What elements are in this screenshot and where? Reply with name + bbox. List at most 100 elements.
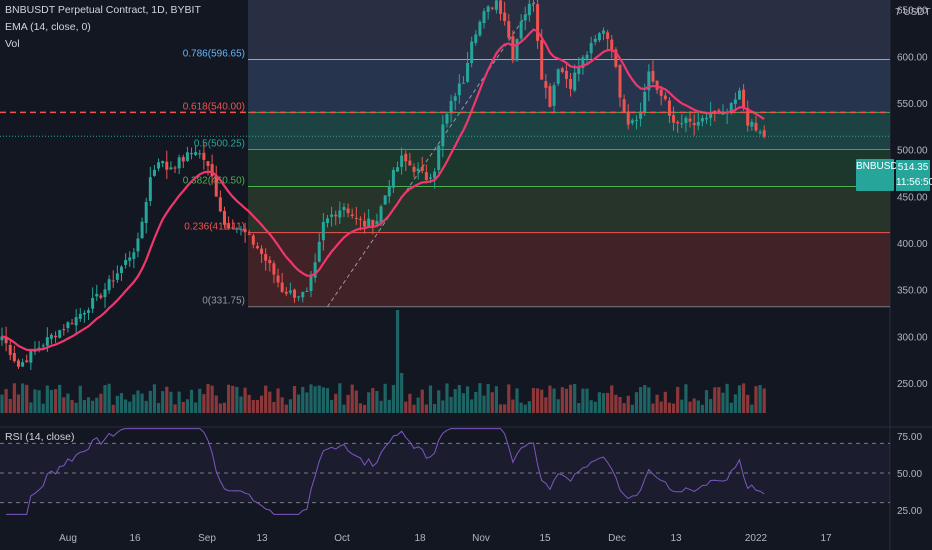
rsi-legend[interactable]: RSI (14, close) [5, 431, 75, 443]
candle-body [157, 162, 161, 169]
candle-body [391, 169, 395, 188]
candle-body [400, 155, 404, 167]
volume-bar [231, 385, 235, 413]
volume-bar [733, 394, 737, 413]
candle-body [264, 254, 268, 261]
volume-bar [330, 399, 334, 413]
candle-body [383, 195, 387, 205]
volume-bar [688, 401, 692, 413]
volume-bar [379, 400, 383, 413]
candle-body [169, 167, 173, 170]
volume-bar [144, 400, 148, 413]
candle-body [424, 172, 428, 180]
candle-body [634, 119, 638, 121]
rsi-tick-label: 25.00 [897, 506, 922, 517]
volume-bar [313, 386, 317, 413]
volume-bar [490, 392, 494, 413]
volume-bar [25, 384, 29, 413]
volume-bar [136, 390, 140, 413]
volume-bar [511, 399, 515, 413]
volume-bar [721, 392, 725, 413]
candle-body [358, 218, 362, 220]
volume-bar [358, 403, 363, 413]
rsi-pane [0, 428, 890, 515]
price-tick-label: 600.00 [897, 52, 928, 63]
volume-bar [424, 404, 428, 413]
currency-prefix: 7 [895, 7, 901, 18]
volume-bar [437, 390, 441, 413]
rsi-tick-label: 50.00 [897, 469, 922, 480]
volume-bar [700, 404, 704, 413]
candle-body [412, 166, 416, 172]
candle-body [268, 260, 272, 264]
volume-bar [589, 400, 593, 413]
candle-body [486, 6, 490, 12]
volume-bar [564, 388, 569, 413]
candle-body [78, 313, 82, 319]
volume-bar [470, 399, 474, 413]
volume-bar [334, 393, 338, 413]
fib-zone [248, 0, 890, 60]
candle-body [375, 220, 379, 225]
volume-bar [494, 386, 498, 413]
candle-body [581, 57, 585, 68]
volume-bar [342, 404, 346, 413]
candle-body [210, 164, 214, 177]
volume-bar [465, 386, 470, 413]
volume-bar [474, 391, 478, 413]
chart-title: BNBUSDT Perpetual Contract, 1D, BYBIT [5, 4, 201, 16]
volume-bar [156, 403, 161, 413]
candle-body [437, 145, 441, 170]
volume-bar [255, 400, 260, 413]
candles [0, 0, 766, 370]
volume-bar [119, 393, 124, 413]
volume-bar [99, 393, 103, 413]
candle-body [387, 186, 391, 197]
volume-bar [548, 385, 552, 413]
volume-bar [309, 384, 313, 413]
candle-body [288, 290, 292, 293]
candle-body [552, 85, 556, 106]
price-tick-label: 550.00 [897, 99, 928, 110]
volume-bar [173, 404, 177, 413]
fib-retracement[interactable]: 1(668.75)0.786(596.65)0.618(540.00)0.5(5… [183, 0, 890, 308]
volume-bar [210, 385, 214, 413]
volume-bar [317, 385, 321, 413]
candle-body [589, 42, 593, 54]
volume-bar [251, 399, 255, 413]
time-tick-label: 2022 [745, 533, 768, 544]
candle-body [45, 337, 49, 346]
volume-bar [280, 397, 284, 413]
volume-bar [729, 402, 733, 413]
volume-bar [194, 402, 198, 413]
volume-bar [82, 400, 86, 413]
candle-body [474, 34, 478, 43]
candle-body [651, 70, 655, 82]
candle-body [190, 153, 194, 155]
volume-bar [292, 385, 297, 413]
candle-body [301, 291, 305, 298]
candle-body [161, 161, 165, 164]
currency-label[interactable]: 7 USDT [895, 7, 931, 18]
volume-bar [737, 385, 742, 413]
vol-legend[interactable]: Vol [5, 38, 20, 50]
candle-body [556, 69, 560, 84]
volume-bar [577, 402, 581, 413]
ema-legend[interactable]: EMA (14, close, 0) [5, 21, 91, 33]
volume-bar [198, 388, 202, 413]
volume-bar [540, 389, 544, 413]
last-price-symbol: BNBUSDT [856, 161, 904, 172]
volume-bar [235, 386, 239, 413]
volume-bar [243, 387, 247, 413]
volume-bar [284, 404, 288, 413]
volume-bar [400, 373, 404, 413]
volume-bar [593, 401, 597, 413]
candle-body [733, 99, 737, 104]
volume-bar [321, 387, 325, 413]
price-tick-label: 500.00 [897, 146, 928, 157]
candle-body [758, 131, 762, 133]
candle-body [577, 66, 581, 74]
candle-body [12, 353, 16, 362]
candle-body [622, 99, 626, 112]
candle-body [334, 214, 338, 217]
